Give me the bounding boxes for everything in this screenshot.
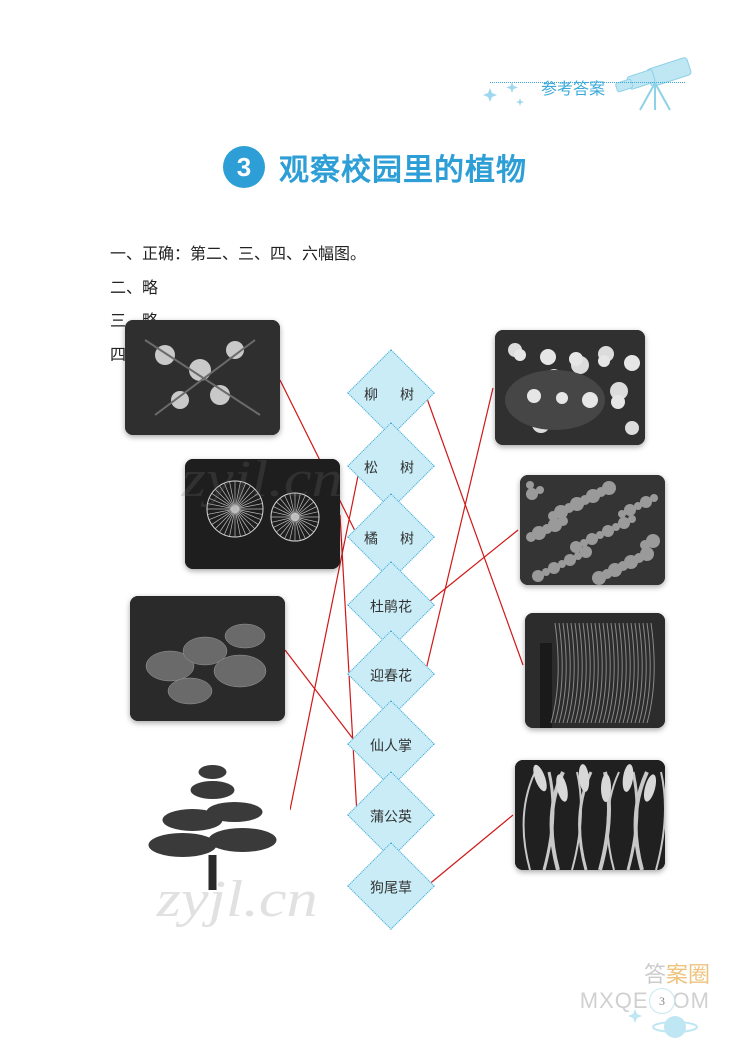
- plant-name-label: 柳 树: [360, 363, 422, 425]
- plant-name-label: 蒲公英: [360, 785, 422, 847]
- photo-pine-tree: [135, 750, 290, 890]
- plant-name-label: 松 树: [360, 436, 422, 498]
- lesson-title: 3 观察校园里的植物: [0, 145, 750, 189]
- watermark: 答案圈: [644, 957, 710, 989]
- plant-name-label: 迎春花: [360, 644, 422, 706]
- footer-decoration-icon: [620, 999, 710, 1039]
- answer-line-1: 一、正确：第二、三、四、六幅图。: [110, 238, 670, 272]
- photo-dandelion: [185, 459, 340, 569]
- label-diamond: 狗尾草: [347, 842, 435, 930]
- photo-cactus: [130, 596, 285, 721]
- photo-willow: [525, 613, 665, 728]
- photo-orange-tree: [125, 320, 280, 435]
- photo-winter-jasmine: [495, 330, 645, 445]
- header: 参考答案: [500, 50, 700, 110]
- matching-diagram: 柳 树松 树橘 树杜鹃花迎春花仙人掌蒲公英狗尾草: [125, 320, 655, 940]
- answer-line-2: 二、略: [110, 272, 670, 306]
- title-number-badge: 3: [223, 146, 265, 188]
- photo-foxtail-grass: [515, 760, 665, 870]
- plant-name-label: 橘 树: [360, 507, 422, 569]
- title-text: 观察校园里的植物: [279, 145, 527, 189]
- plant-name-label: 仙人掌: [360, 714, 422, 776]
- telescope-icon: [610, 55, 700, 115]
- plant-name-label: 狗尾草: [360, 856, 422, 918]
- header-label: 参考答案: [541, 75, 605, 99]
- plant-name-label: 杜鹃花: [360, 575, 422, 637]
- photo-azalea: [520, 475, 665, 585]
- sparkle-icon: [480, 80, 530, 115]
